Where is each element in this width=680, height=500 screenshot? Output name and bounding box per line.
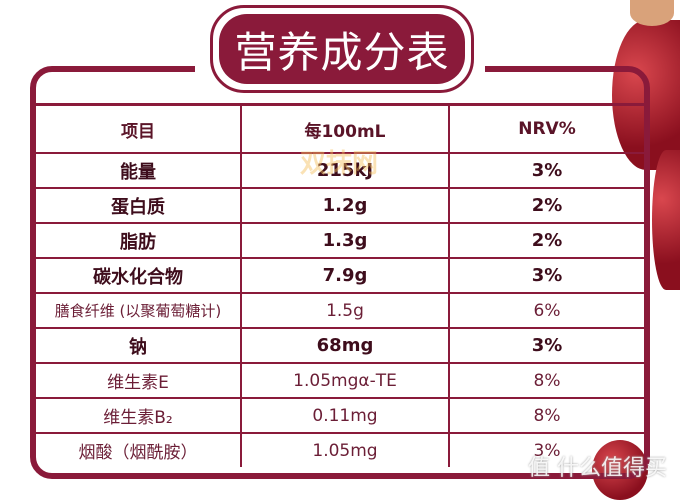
table-row: 维生素B₂ 0.11mg 8% <box>36 397 644 434</box>
nrv-cell: 8% <box>448 397 644 434</box>
item-cell: 维生素E <box>36 362 242 399</box>
amount-cell: 68mg <box>240 327 450 364</box>
nrv-cell: 6% <box>448 292 644 329</box>
header-amount: 每100mL <box>240 103 450 154</box>
watermark-corner: 值 什么值得买 <box>528 456 667 481</box>
title-badge: 营养成分表 <box>210 5 474 93</box>
table-row: 钠 68mg 3% <box>36 327 644 364</box>
amount-cell: 1.05mgα-TE <box>240 362 450 399</box>
table-row: 脂肪 1.3g 2% <box>36 222 644 259</box>
item-cell: 脂肪 <box>36 222 242 259</box>
item-cell: 膳食纤维 (以聚葡萄糖计) <box>36 292 242 329</box>
table-row: 碳水化合物 7.9g 3% <box>36 257 644 294</box>
table-header: 项目 每100mL NRV% <box>36 103 644 154</box>
table-row: 蛋白质 1.2g 2% <box>36 187 644 224</box>
amount-cell: 1.05mg <box>240 432 450 467</box>
item-cell: 钠 <box>36 327 242 364</box>
amount-cell: 1.5g <box>240 292 450 329</box>
header-nrv: NRV% <box>448 103 644 154</box>
nut-image <box>630 0 674 26</box>
amount-cell: 0.11mg <box>240 397 450 434</box>
table-row: 膳食纤维 (以聚葡萄糖计) 1.5g 6% <box>36 292 644 329</box>
nrv-cell: 8% <box>448 362 644 399</box>
red-date-image <box>652 150 680 290</box>
nrv-cell: 3% <box>448 152 644 189</box>
item-cell: 碳水化合物 <box>36 257 242 294</box>
amount-cell: 1.3g <box>240 222 450 259</box>
header-item: 项目 <box>36 103 242 154</box>
amount-cell: 7.9g <box>240 257 450 294</box>
nrv-cell: 2% <box>448 222 644 259</box>
table-row: 维生素E 1.05mgα-TE 8% <box>36 362 644 399</box>
nutrition-table: 项目 每100mL NRV% 能量 215kJ 3% 蛋白质 1.2g 2% 脂肪 1.3… <box>36 103 644 467</box>
nrv-cell: 3% <box>448 432 644 467</box>
table-row: 烟酸（烟酰胺） 1.05mg 3% <box>36 432 644 467</box>
nrv-cell: 2% <box>448 187 644 224</box>
amount-cell: 1.2g <box>240 187 450 224</box>
page-title: 营养成分表 <box>219 14 465 84</box>
nrv-cell: 3% <box>448 257 644 294</box>
table-row: 能量 215kJ 3% <box>36 152 644 189</box>
item-cell: 维生素B₂ <box>36 397 242 434</box>
item-cell: 蛋白质 <box>36 187 242 224</box>
watermark-center: 双抹网 <box>300 149 379 179</box>
nrv-cell: 3% <box>448 327 644 364</box>
item-cell: 能量 <box>36 152 242 189</box>
amount-cell: 215kJ <box>240 152 450 189</box>
item-cell: 烟酸（烟酰胺） <box>36 432 242 467</box>
